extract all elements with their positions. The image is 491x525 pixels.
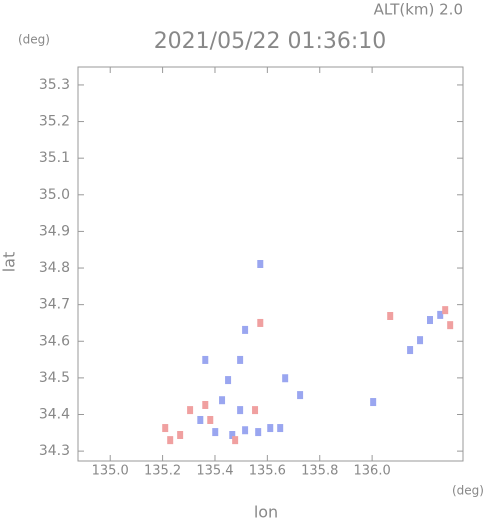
y-tick-label: 34.6 <box>39 333 70 349</box>
y-tick-label: 34.8 <box>39 260 70 276</box>
y-tick-label: 34.4 <box>39 406 70 422</box>
x-tick-label: 135.0 <box>92 464 129 479</box>
x-tick-label: 136.0 <box>354 464 391 479</box>
echo-point <box>242 325 249 334</box>
echo-point <box>242 426 249 435</box>
echo-point <box>370 398 377 407</box>
echo-point <box>202 355 209 364</box>
echo-point <box>197 415 204 424</box>
echo-point <box>277 424 284 433</box>
y-tick-label: 34.5 <box>39 370 70 386</box>
echo-point <box>167 436 174 445</box>
echo-point <box>387 311 394 320</box>
echo-point <box>207 415 214 424</box>
y-label: lat <box>0 252 19 273</box>
y-tick-label: 35.1 <box>39 150 70 166</box>
echo-point <box>257 260 264 268</box>
y-tick-label: 34.7 <box>39 297 70 313</box>
echo-point <box>257 318 264 327</box>
echo-point <box>427 316 433 325</box>
echo-point <box>219 396 226 405</box>
echo-point <box>442 306 449 315</box>
echo-point <box>407 346 414 355</box>
echo-point <box>187 406 194 415</box>
echo-point <box>232 436 239 445</box>
echo-point <box>229 431 236 440</box>
y-tick-label: 34.9 <box>39 223 70 239</box>
x-tick-label: 135.2 <box>144 464 181 479</box>
echo-point <box>202 400 209 409</box>
echo-point <box>417 336 424 345</box>
x-unit: (deg) <box>452 484 484 498</box>
echo-point <box>255 428 262 437</box>
x-tick-label: 135.6 <box>249 464 286 479</box>
y-tick-label: 35.2 <box>39 114 70 130</box>
echo-point <box>225 376 232 385</box>
plot-frame <box>77 66 464 462</box>
echo-point <box>237 406 244 415</box>
y-tick-label: 34.3 <box>39 443 70 459</box>
x-tick-label: 135.4 <box>196 464 233 479</box>
echo-point <box>237 355 244 364</box>
chart-title: 2021/05/22 01:36:10 <box>154 29 387 54</box>
echo-point <box>282 374 289 383</box>
x-tick-label: 135.8 <box>301 464 338 479</box>
echo-point <box>177 431 184 440</box>
echo-point <box>447 321 454 330</box>
echo-point <box>162 424 169 433</box>
subtitle: ALT(km) 2.0 <box>374 1 463 19</box>
y-tick-label: 35.3 <box>39 77 70 93</box>
x-label: lon <box>254 503 278 522</box>
echo-point <box>252 406 259 415</box>
echo-point <box>297 391 304 400</box>
echo-point <box>437 310 444 319</box>
echo-point <box>212 428 219 437</box>
y-tick-label: 35.0 <box>39 187 70 203</box>
y-unit: (deg) <box>18 33 50 47</box>
echo-point <box>267 424 274 433</box>
